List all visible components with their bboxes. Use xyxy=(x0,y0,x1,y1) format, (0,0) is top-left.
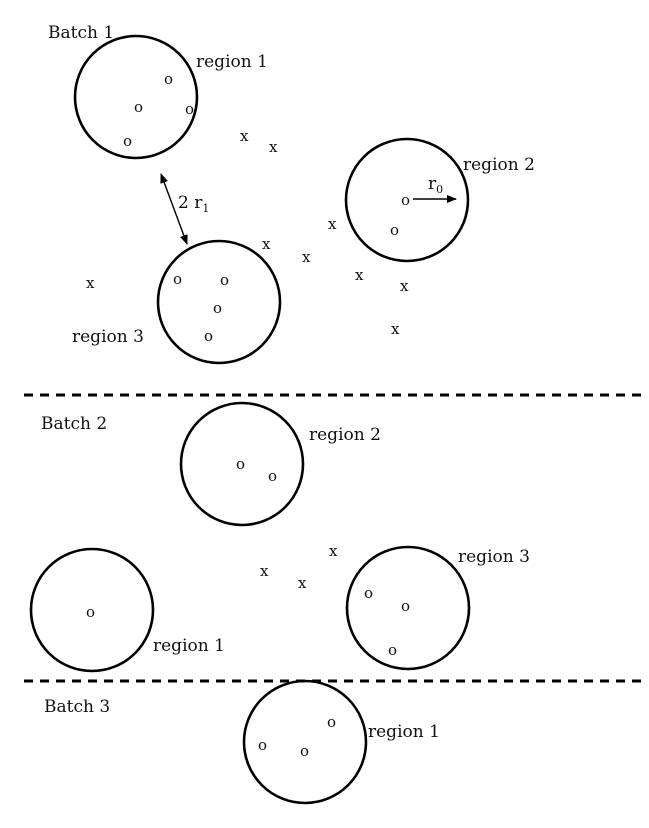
inside-point: o xyxy=(164,70,173,88)
outside-point: x xyxy=(86,274,95,292)
outside-point: x xyxy=(400,277,409,295)
radius-main: r xyxy=(428,174,437,194)
batch-2-label: Batch 2 xyxy=(41,414,107,434)
inside-point: o xyxy=(204,327,213,345)
batch-1-region-2-points: o o xyxy=(390,191,410,239)
outside-point: x xyxy=(329,542,338,560)
batch-2-region-3-circle xyxy=(345,545,471,671)
separation-coef: 2 r xyxy=(178,193,203,213)
batch-1-region-1-label: region 1 xyxy=(196,52,268,72)
batch-1-region-3-label: region 3 xyxy=(72,327,144,347)
batch-1: Batch 1 region 1 o o o o region 2 o o r0… xyxy=(48,23,535,365)
batch-2-region-1-label: region 1 xyxy=(153,636,225,656)
batch-2-region-2-label: region 2 xyxy=(309,425,381,445)
inside-point: o xyxy=(185,100,194,118)
inside-point: o xyxy=(220,271,229,289)
outside-point: x xyxy=(260,562,269,580)
batch-1-outside-points: x x x x x x x x x xyxy=(86,127,409,338)
outside-point: x xyxy=(355,266,364,284)
separation-sub: 1 xyxy=(202,202,209,215)
batch-2-region-2-circle xyxy=(179,401,305,527)
batch-1-region-3-points: o o o o xyxy=(173,270,229,345)
outside-point: x xyxy=(269,138,278,156)
batch-2-region-1-circle xyxy=(29,547,155,673)
inside-point: o xyxy=(401,191,410,209)
inside-point: o xyxy=(327,713,336,731)
batch-2-outside-points: x x x xyxy=(260,542,338,592)
batch-2-region-3-points: o o o xyxy=(364,584,410,659)
inside-point: o xyxy=(86,603,95,621)
radius-label: r0 xyxy=(428,174,443,196)
batch-3-label: Batch 3 xyxy=(44,697,110,717)
inside-point: o xyxy=(390,221,399,239)
batch-3: Batch 3 region 1 o o o xyxy=(44,679,440,805)
outside-point: x xyxy=(240,127,249,145)
radius-sub: 0 xyxy=(436,183,443,196)
inside-point: o xyxy=(134,98,143,116)
inside-point: o xyxy=(364,584,373,602)
batch-3-region-1-points: o o o xyxy=(258,713,336,760)
batch-1-region-1-circle xyxy=(73,34,199,160)
outside-point: x xyxy=(391,320,400,338)
batch-1-label: Batch 1 xyxy=(48,23,114,43)
inside-point: o xyxy=(173,270,182,288)
batch-1-region-3-circle xyxy=(156,239,282,365)
inside-point: o xyxy=(401,597,410,615)
inside-point: o xyxy=(300,742,309,760)
outside-point: x xyxy=(298,574,307,592)
batch-2-region-3-label: region 3 xyxy=(458,547,530,567)
inside-point: o xyxy=(236,455,245,473)
batch-1-region-2-label: region 2 xyxy=(463,155,535,175)
batch-2-region-1-points: o xyxy=(86,603,95,621)
batch-3-region-1-label: region 1 xyxy=(368,722,440,742)
separation-label: 2 r1 xyxy=(178,193,209,215)
inside-point: o xyxy=(388,641,397,659)
outside-point: x xyxy=(328,215,337,233)
inside-point: o xyxy=(213,299,222,317)
batch-3-region-1-circle xyxy=(242,679,368,805)
batch-2: Batch 2 region 2 o o region 1 o region 3… xyxy=(29,401,530,673)
separation-arrow xyxy=(160,173,188,245)
batch-2-region-2-points: o o xyxy=(236,455,277,485)
batch-1-region-2-circle xyxy=(344,137,470,263)
batch-1-region-1-points: o o o o xyxy=(123,70,194,150)
inside-point: o xyxy=(123,132,132,150)
inside-point: o xyxy=(258,736,267,754)
outside-point: x xyxy=(302,248,311,266)
outside-point: x xyxy=(262,235,271,253)
inside-point: o xyxy=(268,467,277,485)
